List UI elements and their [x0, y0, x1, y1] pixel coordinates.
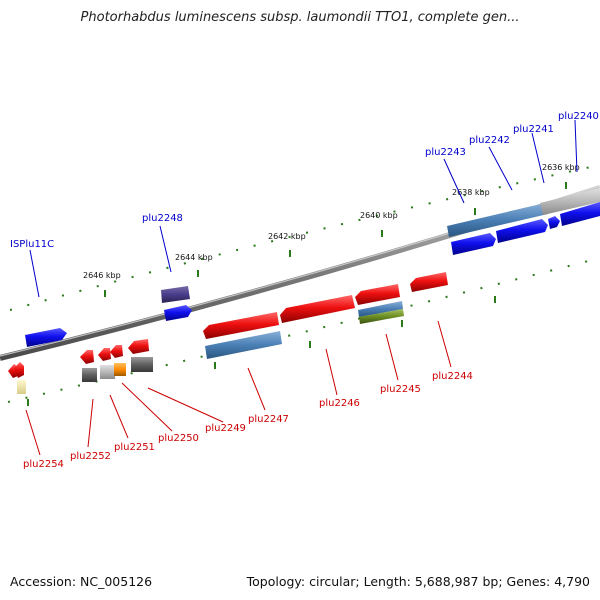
- gene-plu2245-steel[interactable]: [358, 301, 403, 317]
- gene-plu2244[interactable]: [410, 272, 448, 292]
- label-plu2246[interactable]: plu2246: [319, 398, 360, 409]
- label-plu2247[interactable]: plu2247: [248, 414, 289, 425]
- gene-plu2254-cream[interactable]: [17, 380, 26, 394]
- scale-label-2640: 2640 kbp: [360, 211, 398, 220]
- gene-plu2250-orange[interactable]: [114, 363, 126, 376]
- label-plu2240[interactable]: plu2240: [558, 111, 599, 122]
- gene-plu2248-b[interactable]: [164, 305, 192, 321]
- gene-plu2245[interactable]: [355, 284, 400, 305]
- label-plu2252[interactable]: plu2252: [70, 451, 111, 462]
- label-plu2243[interactable]: plu2243: [425, 147, 466, 158]
- gene-plu2254-b[interactable]: [14, 362, 24, 378]
- scale-label-2642: 2642 kbp: [268, 232, 306, 241]
- gene-plu2245-olive[interactable]: [359, 309, 404, 324]
- scale-label-2644: 2644 kbp: [175, 253, 213, 262]
- label-plu2249[interactable]: plu2249: [205, 423, 246, 434]
- gene-plu2252-dark[interactable]: [82, 368, 97, 382]
- gene-plu2241[interactable]: [548, 216, 560, 229]
- gene-plu2251[interactable]: [98, 348, 111, 361]
- label-plu2251[interactable]: plu2251: [114, 442, 155, 453]
- gene-plu2247-steel[interactable]: [205, 331, 282, 359]
- gene-plu2251-silver[interactable]: [100, 365, 115, 379]
- gene-plu2240[interactable]: [560, 202, 600, 226]
- gene-plu2247[interactable]: [203, 312, 279, 339]
- gene-plu2250[interactable]: [128, 339, 149, 354]
- label-plu2245[interactable]: plu2245: [380, 384, 421, 395]
- label-plu2254[interactable]: plu2254: [23, 459, 64, 470]
- gene-plu2242[interactable]: [496, 219, 548, 243]
- top-callouts: [29, 119, 578, 298]
- gene-plu2243[interactable]: [451, 233, 496, 255]
- gene-plu2251-b[interactable]: [110, 345, 123, 358]
- gene-plu2249-dark[interactable]: [131, 357, 153, 372]
- gene-plu2243-steel[interactable]: [447, 203, 548, 237]
- map-title: Photorhabdus luminescens subsp. laumondi…: [80, 10, 520, 25]
- gene-plu2252[interactable]: [80, 350, 94, 364]
- bottom-callouts: [25, 320, 452, 456]
- scale-label-2638: 2638 kbp: [452, 188, 490, 197]
- inner-scale-track: [7, 257, 600, 403]
- accession-text: Accession: NC_005126: [10, 574, 153, 589]
- scale-label-2636: 2636 kbp: [542, 163, 580, 172]
- label-plu2241[interactable]: plu2241: [513, 124, 554, 135]
- gene-ISPlu11C[interactable]: [25, 328, 67, 347]
- label-plu2242[interactable]: plu2242: [469, 135, 510, 146]
- label-plu2244[interactable]: plu2244: [432, 371, 473, 382]
- scale-label-2646: 2646 kbp: [83, 271, 121, 280]
- label-ISPlu11C[interactable]: ISPlu11C: [10, 239, 54, 250]
- gene-plu2242-silver[interactable]: [540, 188, 600, 215]
- gene-plu2248-a[interactable]: [161, 286, 190, 303]
- gene-plu2246[interactable]: [280, 295, 355, 323]
- label-plu2248[interactable]: plu2248: [142, 213, 183, 224]
- major-ticks: [27, 182, 567, 406]
- label-plu2250[interactable]: plu2250: [158, 433, 199, 444]
- genome-summary-text: Topology: circular; Length: 5,688,987 bp…: [246, 574, 590, 589]
